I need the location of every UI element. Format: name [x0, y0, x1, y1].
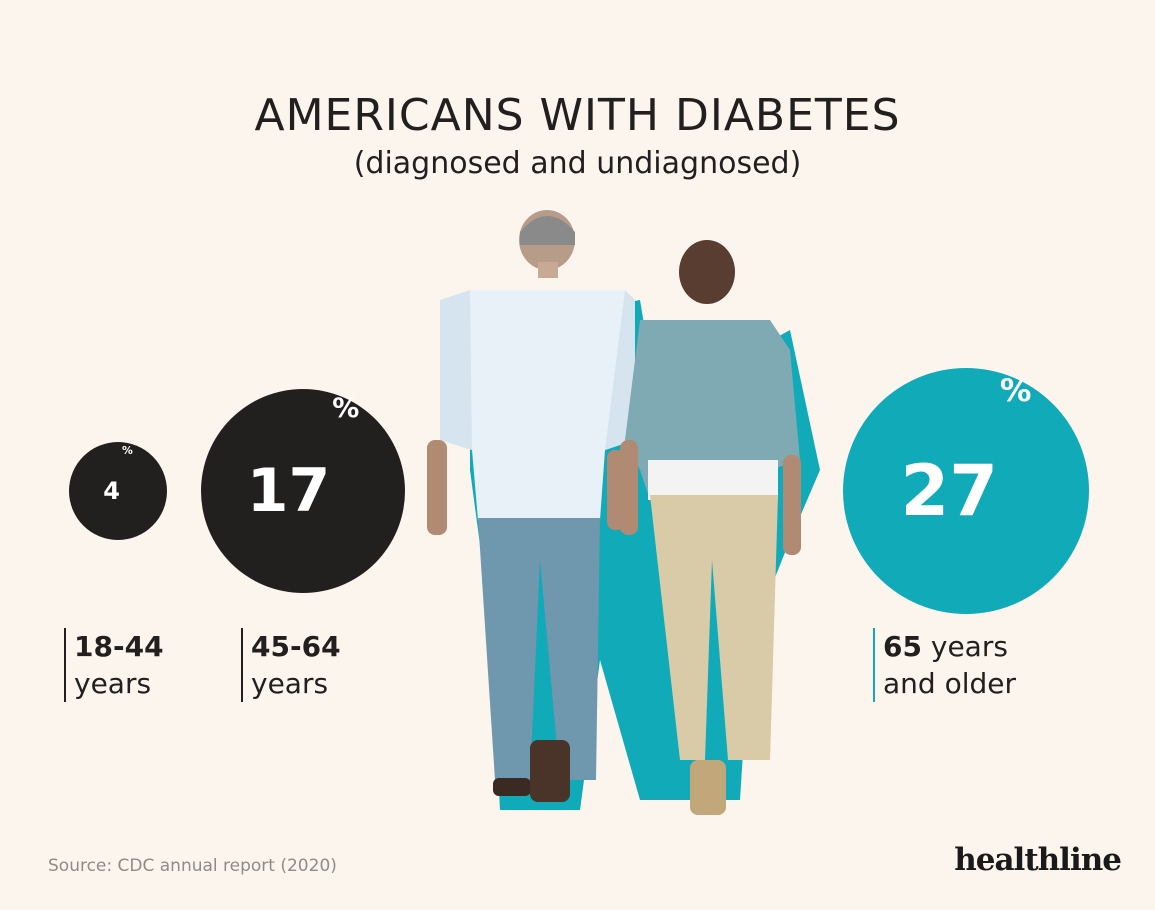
- age-range: 65: [883, 630, 922, 663]
- percent-sign: %: [999, 372, 1032, 409]
- chart-subtitle: (diagnosed and undiagnosed): [353, 146, 802, 181]
- percent-sign: %: [121, 443, 133, 457]
- bubble-value: 4: [103, 477, 120, 505]
- woman-figure: [620, 240, 801, 815]
- label-18-44: 18-44 years: [64, 628, 164, 702]
- percent-sign: %: [332, 393, 360, 425]
- bubble-value: 17: [246, 456, 331, 526]
- age-unit-line2: and older: [883, 667, 1016, 700]
- healthline-logo: healthline: [954, 842, 1122, 878]
- age-unit: years: [251, 667, 329, 700]
- source-note: Source: CDC annual report (2020): [48, 856, 337, 876]
- man-figure: [427, 210, 635, 802]
- age-range: 18-44: [74, 630, 164, 663]
- chart-title: AMERICANS WITH DIABETES: [254, 90, 901, 141]
- label-65-plus: 65 years and older: [873, 628, 1016, 702]
- age-unit: years: [921, 630, 1008, 663]
- bubble-value: 27: [900, 450, 998, 532]
- bubble-45-64: 17%: [201, 389, 405, 593]
- bubble-65-plus: 27%: [843, 368, 1089, 614]
- age-unit: years: [74, 667, 152, 700]
- age-range: 45-64: [251, 630, 341, 663]
- bubble-18-44: 4%: [69, 442, 167, 540]
- label-45-64: 45-64 years: [241, 628, 341, 702]
